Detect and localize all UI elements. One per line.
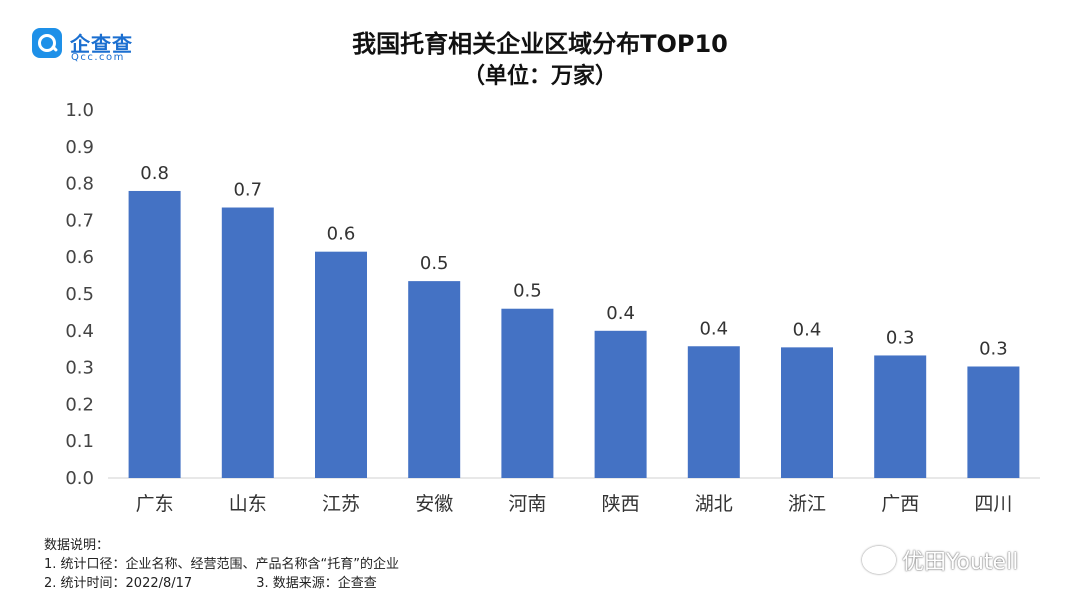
- y-tick-label: 0.3: [65, 358, 94, 379]
- data-label: 0.3: [886, 327, 915, 348]
- data-notes: 数据说明： 1. 统计口径：企业名称、经营范围、产品名称含“托育”的企业 2. …: [44, 536, 399, 593]
- y-tick-label: 0.8: [65, 174, 94, 195]
- magnifier-icon: [32, 28, 62, 58]
- brand-name: 企查查: [70, 32, 133, 56]
- data-label: 0.6: [327, 224, 356, 245]
- data-label: 0.4: [699, 318, 728, 339]
- bar: [687, 346, 740, 478]
- y-tick-label: 0.0: [65, 468, 94, 489]
- data-label: 0.8: [140, 163, 169, 184]
- chart-subtitle: （单位：万家）: [462, 64, 617, 89]
- x-tick-label: 四川: [974, 493, 1012, 515]
- x-tick-label: 安徽: [415, 493, 453, 515]
- y-tick-label: 0.4: [65, 321, 94, 342]
- x-tick-label: 湖北: [695, 493, 733, 515]
- x-tick-label: 陕西: [602, 493, 640, 515]
- bar: [315, 251, 367, 478]
- notes-row-2: 2. 统计时间：2022/8/17 3. 数据来源：企查查: [44, 574, 399, 593]
- bar: [967, 366, 1020, 478]
- x-tick-label: 广东: [136, 493, 174, 515]
- y-tick-label: 0.5: [65, 284, 94, 305]
- bar: [408, 281, 461, 478]
- watermark-text: 优田Youtell: [902, 550, 1019, 575]
- watermark: 优田Youtell: [862, 544, 1018, 576]
- data-label: 0.7: [233, 180, 262, 201]
- y-tick-label: 0.2: [65, 394, 94, 415]
- y-tick-label: 0.6: [65, 247, 94, 268]
- qcc-logo: 企查查 Qcc.com: [26, 22, 146, 66]
- y-tick-label: 0.1: [65, 431, 94, 452]
- bar: [594, 330, 647, 478]
- bar: [221, 207, 274, 478]
- data-label: 0.3: [979, 338, 1008, 359]
- data-label: 0.4: [606, 303, 635, 324]
- x-tick-label: 江苏: [322, 493, 360, 515]
- bar: [501, 308, 554, 478]
- bar: [874, 355, 927, 478]
- notes-item-3: 3. 数据来源：企查查: [256, 576, 377, 591]
- y-tick-label: 0.9: [65, 137, 94, 158]
- y-tick-label: 0.7: [65, 210, 94, 231]
- x-tick-label: 浙江: [788, 493, 826, 515]
- x-tick-label: 山东: [229, 493, 267, 515]
- y-tick-label: 1.0: [65, 100, 94, 121]
- notes-heading: 数据说明：: [44, 538, 110, 553]
- data-label: 0.4: [793, 319, 822, 340]
- notes-item-2: 2. 统计时间：2022/8/17: [44, 576, 193, 591]
- notes-item-1: 1. 统计口径：企业名称、经营范围、产品名称含“托育”的企业: [44, 557, 400, 572]
- x-tick-label: 河南: [508, 493, 546, 515]
- data-label: 0.5: [513, 281, 542, 302]
- data-label: 0.5: [420, 253, 449, 274]
- bar: [128, 190, 181, 478]
- x-tick-label: 广西: [881, 493, 919, 515]
- wechat-icon: [862, 546, 896, 574]
- bar: [781, 347, 833, 478]
- brand-domain: Qcc.com: [71, 52, 125, 63]
- chart-title: 我国托育相关企业区域分布TOP10: [352, 30, 728, 58]
